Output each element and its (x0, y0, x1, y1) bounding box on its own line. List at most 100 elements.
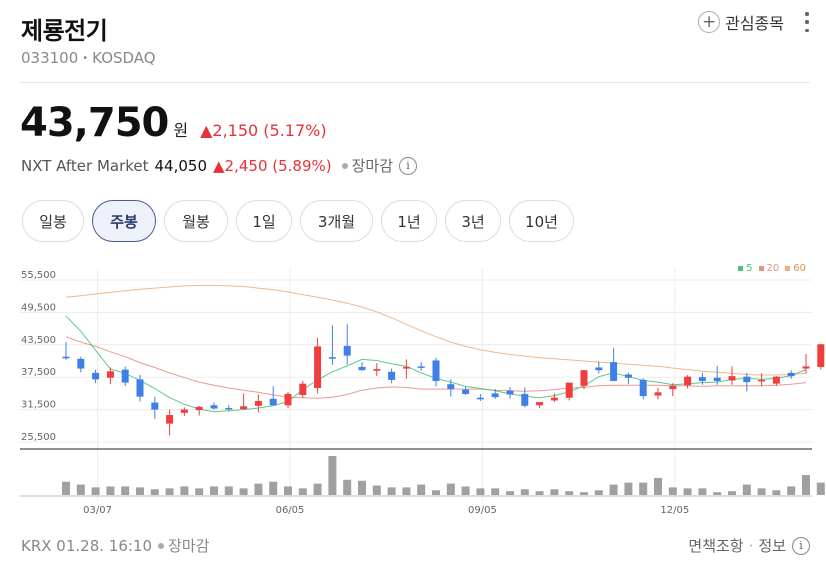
candle-body (299, 383, 307, 396)
plus-icon: + (698, 11, 721, 33)
volume-bar (328, 456, 337, 495)
info-link[interactable]: 정보 (758, 537, 786, 555)
tab-3months[interactable]: 3개월 (300, 200, 373, 242)
candle-body (536, 402, 544, 406)
volume-bar (624, 482, 633, 495)
volume-bar (639, 482, 648, 495)
period-tabs: 일봉 주봉 월봉 1일 3개월 1년 3년 10년 (22, 200, 574, 242)
legend-ma20: 20 (758, 263, 779, 274)
candle-body (669, 385, 677, 390)
candle-body (521, 393, 529, 406)
info-icon[interactable]: i (792, 536, 810, 555)
candle-body (358, 366, 366, 371)
candle-body (432, 360, 440, 381)
market-status: 장마감 (351, 157, 394, 175)
volume-bar (210, 486, 218, 495)
disclaimer-link[interactable]: 면책조항 (688, 537, 744, 555)
candle-body (817, 344, 825, 367)
after-market-price: 44,050 (154, 156, 208, 175)
legend-ma5: 5 (738, 263, 753, 274)
stock-name: 제룡전기 (21, 17, 108, 45)
candle-body (240, 406, 248, 410)
header-divider (20, 82, 810, 83)
candle-body (595, 367, 603, 371)
volume-bar (269, 481, 278, 495)
volume-bar (417, 484, 426, 495)
volume-bar (432, 490, 440, 495)
volume-bar (136, 487, 144, 495)
tab-1day[interactable]: 1일 (236, 200, 292, 242)
candle-body (787, 372, 795, 377)
volume-bar (609, 484, 618, 495)
after-market-label: NXT After Market (21, 156, 149, 175)
candle-body (713, 377, 721, 381)
volume-bar (76, 484, 85, 495)
stock-code: 033100 • KOSDAQ (21, 49, 156, 67)
tab-monthly[interactable]: 월봉 (164, 200, 228, 242)
volume-bar (239, 488, 248, 495)
market-name: KOSDAQ (92, 49, 156, 67)
candle-body (151, 402, 159, 410)
price-row: 43,750 원 ▲2,150 (5.17%) (20, 100, 327, 146)
candle-body (580, 370, 588, 386)
candle-body (610, 362, 618, 381)
candle-body (417, 366, 425, 368)
tab-1year[interactable]: 1년 (381, 200, 437, 242)
candle-body (77, 358, 85, 369)
candle-body (343, 345, 351, 356)
volume-bar (757, 488, 766, 495)
tab-3years[interactable]: 3년 (445, 200, 501, 242)
volume-bar (62, 481, 70, 495)
more-menu-icon[interactable] (804, 12, 810, 32)
candle-body (106, 371, 114, 378)
volume-bar (387, 487, 396, 495)
volume-bar (150, 489, 159, 495)
tab-10years[interactable]: 10년 (509, 200, 574, 242)
volume-bar (668, 487, 677, 495)
volume-bar (165, 488, 174, 495)
volume-bar (654, 477, 662, 495)
legend-ma60: 60 (785, 263, 806, 274)
tab-weekly[interactable]: 주봉 (92, 200, 156, 242)
candle-body (225, 407, 233, 410)
after-market-row: NXT After Market 44,050 ▲2,450 (5.89%) 장… (21, 155, 418, 176)
status-dot (341, 162, 348, 169)
x-tick-label: 12/05 (660, 505, 689, 516)
volume-bar (728, 491, 736, 495)
volume-bar (713, 492, 722, 495)
volume-bar (742, 484, 751, 495)
tab-daily[interactable]: 일봉 (22, 200, 84, 242)
candle-body (550, 397, 558, 401)
price-change: ▲2,150 (5.17%) (200, 121, 327, 140)
volume-bar (594, 490, 603, 495)
footer-status: 장마감 (168, 537, 210, 555)
y-tick-label: 25,500 (21, 432, 56, 443)
ma20-line (65, 336, 807, 399)
candle-body (314, 346, 322, 388)
volume-bar (506, 491, 514, 495)
volume-bar (298, 488, 307, 495)
candle-body (195, 406, 203, 411)
volume-bar (284, 486, 292, 495)
candle-body (758, 379, 766, 382)
candle-body (728, 376, 736, 381)
add-watchlist-button[interactable]: + 관심종목 (698, 10, 784, 34)
candle-body (772, 376, 780, 384)
status-dot (158, 542, 165, 549)
candle-body (62, 356, 70, 359)
candle-body (624, 374, 632, 378)
candle-body (462, 389, 470, 394)
volume-bar (772, 490, 781, 495)
volume-bar (106, 486, 115, 495)
separator-dot: • (82, 52, 89, 64)
y-tick-label: 37,500 (21, 367, 56, 378)
volume-bar (698, 488, 707, 495)
info-icon[interactable]: i (399, 156, 418, 175)
volume-bar (491, 488, 500, 495)
price-chart[interactable]: 55,500 49,500 43,500 37,500 31,500 25,500 03/0… (0, 268, 826, 518)
candle-body (269, 398, 277, 406)
candle-body (476, 397, 484, 400)
candle-body (166, 415, 174, 424)
volume-bar (402, 487, 411, 495)
volume-bar (446, 483, 455, 495)
